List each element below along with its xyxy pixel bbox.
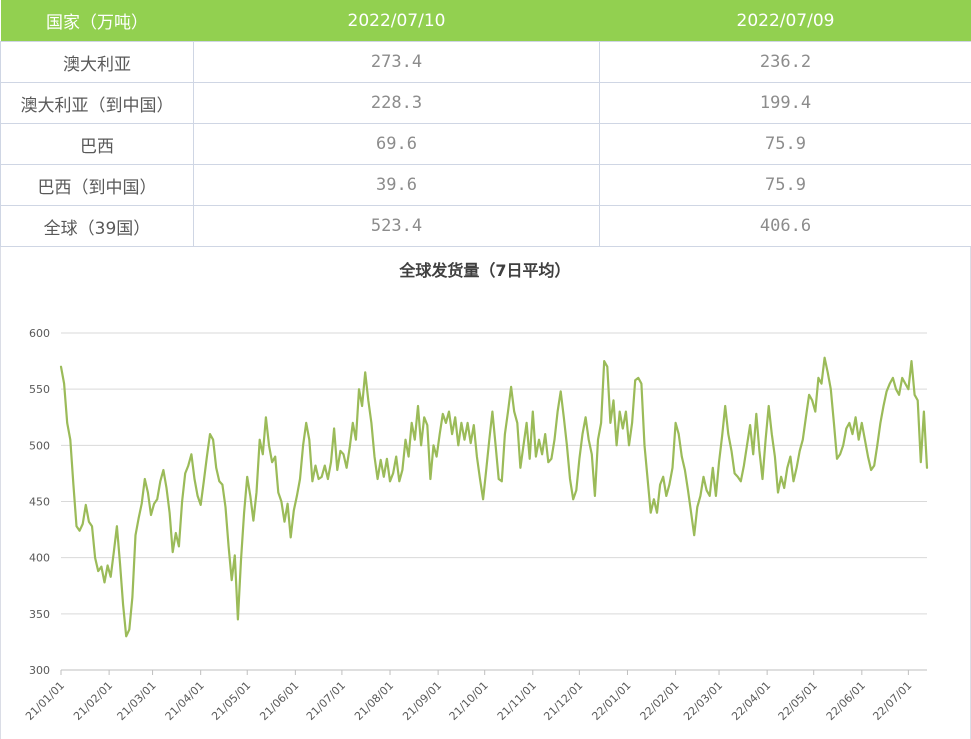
- x-tick-label: 21/07/01: [304, 679, 348, 723]
- cell-value: 228.3: [193, 82, 600, 124]
- y-tick-label: 500: [29, 439, 50, 452]
- shipment-table: 国家（万吨） 2022/07/10 2022/07/09 澳大利亚 273.4 …: [0, 0, 971, 247]
- x-tick-label: 22/03/01: [681, 679, 725, 723]
- cell-country: 澳大利亚: [0, 41, 194, 83]
- x-tick-label: 21/09/01: [400, 679, 444, 723]
- x-tick-label: 22/07/01: [870, 679, 914, 723]
- x-tick-label: 22/04/01: [729, 679, 773, 723]
- cell-country: 澳大利亚（到中国）: [0, 82, 194, 124]
- x-tick-label: 22/01/01: [589, 679, 633, 723]
- series-layer: [59, 356, 929, 638]
- cell-value: 75.9: [599, 164, 971, 206]
- header-country: 国家（万吨）: [0, 0, 194, 42]
- x-tick-label: 22/05/01: [776, 679, 820, 723]
- cell-country: 巴西: [0, 123, 194, 165]
- y-tick-label: 600: [29, 327, 50, 340]
- chart-title: 全球发货量（7日平均）: [398, 261, 570, 280]
- cell-value: 523.4: [193, 205, 600, 247]
- series-line-global-shipments: [59, 356, 929, 638]
- table-row: 澳大利亚 273.4 236.2: [0, 41, 971, 83]
- cell-value: 75.9: [599, 123, 971, 165]
- table-row: 澳大利亚（到中国） 228.3 199.4: [0, 82, 971, 124]
- x-tick-label: 21/11/01: [495, 679, 539, 723]
- cell-country: 全球（39国）: [0, 205, 194, 247]
- y-tick-label: 350: [29, 608, 50, 621]
- header-date-2: 2022/07/09: [599, 0, 971, 42]
- y-tick-label: 550: [29, 383, 50, 396]
- chart-svg: 全球发货量（7日平均） 300 350 400 450 500 550 600 21/01/0…: [23, 261, 929, 723]
- y-tick-label: 450: [29, 496, 50, 509]
- table-row: 巴西（到中国） 39.6 75.9: [0, 164, 971, 206]
- x-tick-label: 21/08/01: [352, 679, 396, 723]
- x-tick-label: 21/04/01: [163, 679, 207, 723]
- cell-country: 巴西（到中国）: [0, 164, 194, 206]
- x-tick-label: 21/12/01: [541, 679, 585, 723]
- cell-value: 69.6: [193, 123, 600, 165]
- x-tick-label: 21/01/01: [23, 679, 67, 723]
- y-tick-label: 300: [29, 664, 50, 677]
- x-tick-label: 21/03/01: [115, 679, 159, 723]
- cell-value: 273.4: [193, 41, 600, 83]
- shipment-chart: 全球发货量（7日平均） 300 350 400 450 500 550 600 21/01/0…: [0, 247, 971, 739]
- cell-value: 406.6: [599, 205, 971, 247]
- table-header-row: 国家（万吨） 2022/07/10 2022/07/09: [0, 0, 971, 42]
- x-tick-label: 21/10/01: [447, 679, 491, 723]
- cell-value: 236.2: [599, 41, 971, 83]
- grid-layer: [61, 332, 927, 671]
- x-tick-label: 22/06/01: [824, 679, 868, 723]
- header-date-1: 2022/07/10: [193, 0, 600, 42]
- x-tick-label: 22/02/01: [638, 679, 682, 723]
- x-tick-label: 21/02/01: [71, 679, 115, 723]
- table-row: 全球（39国） 523.4 406.6: [0, 205, 971, 247]
- cell-value: 39.6: [193, 164, 600, 206]
- y-tick-label: 400: [29, 552, 50, 565]
- x-tick-label: 21/06/01: [257, 679, 301, 723]
- x-tick-label: 21/05/01: [209, 679, 253, 723]
- table-row: 巴西 69.6 75.9: [0, 123, 971, 165]
- cell-value: 199.4: [599, 82, 971, 124]
